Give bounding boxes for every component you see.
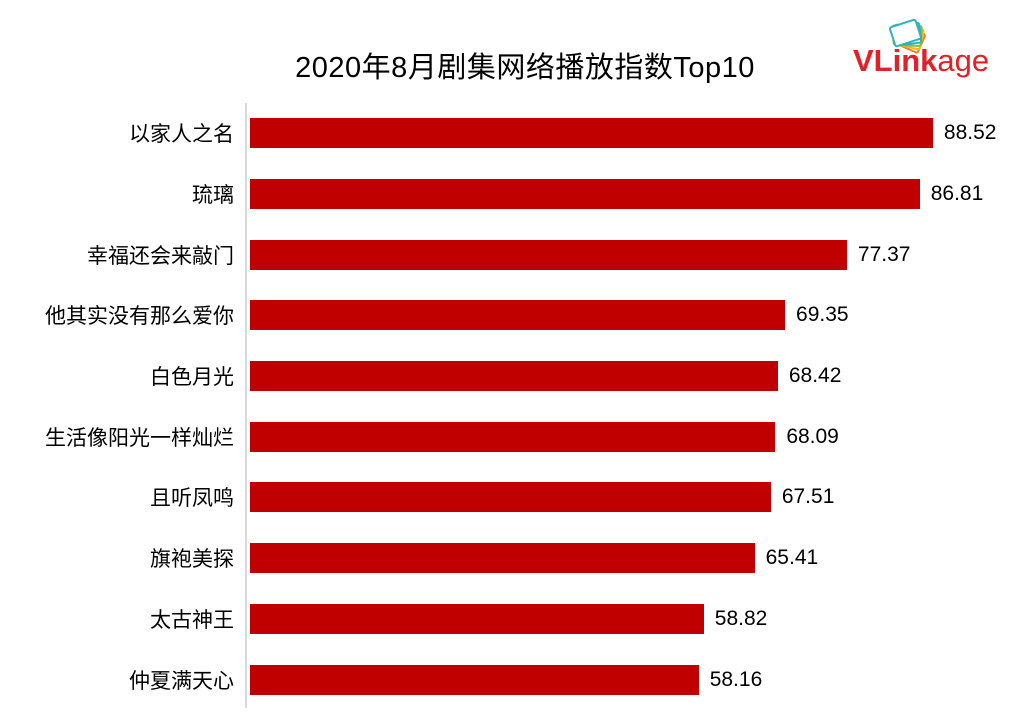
bar xyxy=(250,239,847,270)
bar-label: 仲夏满天心 xyxy=(129,669,234,693)
bar xyxy=(250,361,778,392)
bar xyxy=(250,664,699,695)
chart-row: 太古神王 58.82 xyxy=(0,589,1021,650)
chart-row: 琉璃 86.81 xyxy=(0,164,1021,225)
bar-label: 且听凤鸣 xyxy=(150,487,234,511)
bar xyxy=(250,421,776,452)
bar xyxy=(250,543,755,574)
bar-label: 太古神王 xyxy=(150,608,234,632)
bar xyxy=(250,300,786,331)
bar-label: 以家人之名 xyxy=(129,123,234,147)
chart-title: 2020年8月剧集网络播放指数Top10 xyxy=(295,52,755,84)
chart-row: 仲夏满天心 58.16 xyxy=(0,649,1021,710)
bar xyxy=(250,118,933,149)
chart-rows: 以家人之名 88.52 琉璃 86.81 幸福还会来敲门 77.37 他其实没有那么爱你 69… xyxy=(0,103,1021,710)
bar-label: 旗袍美探 xyxy=(150,548,234,572)
y-axis-line xyxy=(245,103,247,708)
chart-row: 他其实没有那么爱你 69.35 xyxy=(0,285,1021,346)
bar-value: 69.35 xyxy=(796,303,849,327)
bar-value: 77.37 xyxy=(857,242,911,266)
chart-row: 以家人之名 88.52 xyxy=(0,103,1021,164)
bar-label: 琉璃 xyxy=(192,184,234,208)
bar-label: 生活像阳光一样灿烂 xyxy=(45,426,234,450)
bar-value: 58.16 xyxy=(709,667,763,691)
bar-value: 65.41 xyxy=(765,546,819,570)
bar-value: 68.09 xyxy=(786,424,839,448)
bar-value: 86.81 xyxy=(930,182,984,206)
bar xyxy=(250,179,920,210)
bar-value: 58.82 xyxy=(714,606,768,630)
chart-row: 生活像阳光一样灿烂 68.09 xyxy=(0,406,1021,467)
vlinkage-logo: VLinkage xyxy=(853,18,989,82)
chart-row: 旗袍美探 65.41 xyxy=(0,528,1021,589)
chart-row: 白色月光 68.42 xyxy=(0,346,1021,407)
chart-row: 幸福还会来敲门 77.37 xyxy=(0,224,1021,285)
logo-text-rest: age xyxy=(937,43,990,78)
bar xyxy=(250,603,704,634)
bar-value: 68.42 xyxy=(788,364,842,388)
bar-value: 67.51 xyxy=(781,485,835,509)
chart-row: 且听凤鸣 67.51 xyxy=(0,467,1021,528)
bar-value: 88.52 xyxy=(943,121,997,145)
bar-label: 幸福还会来敲门 xyxy=(87,244,234,268)
logo-text-bold: VLink xyxy=(853,43,938,78)
logo-text: VLinkage xyxy=(853,43,990,78)
bar-label: 白色月光 xyxy=(150,366,234,390)
bar-label: 他其实没有那么爱你 xyxy=(45,305,234,329)
bar xyxy=(250,482,771,513)
